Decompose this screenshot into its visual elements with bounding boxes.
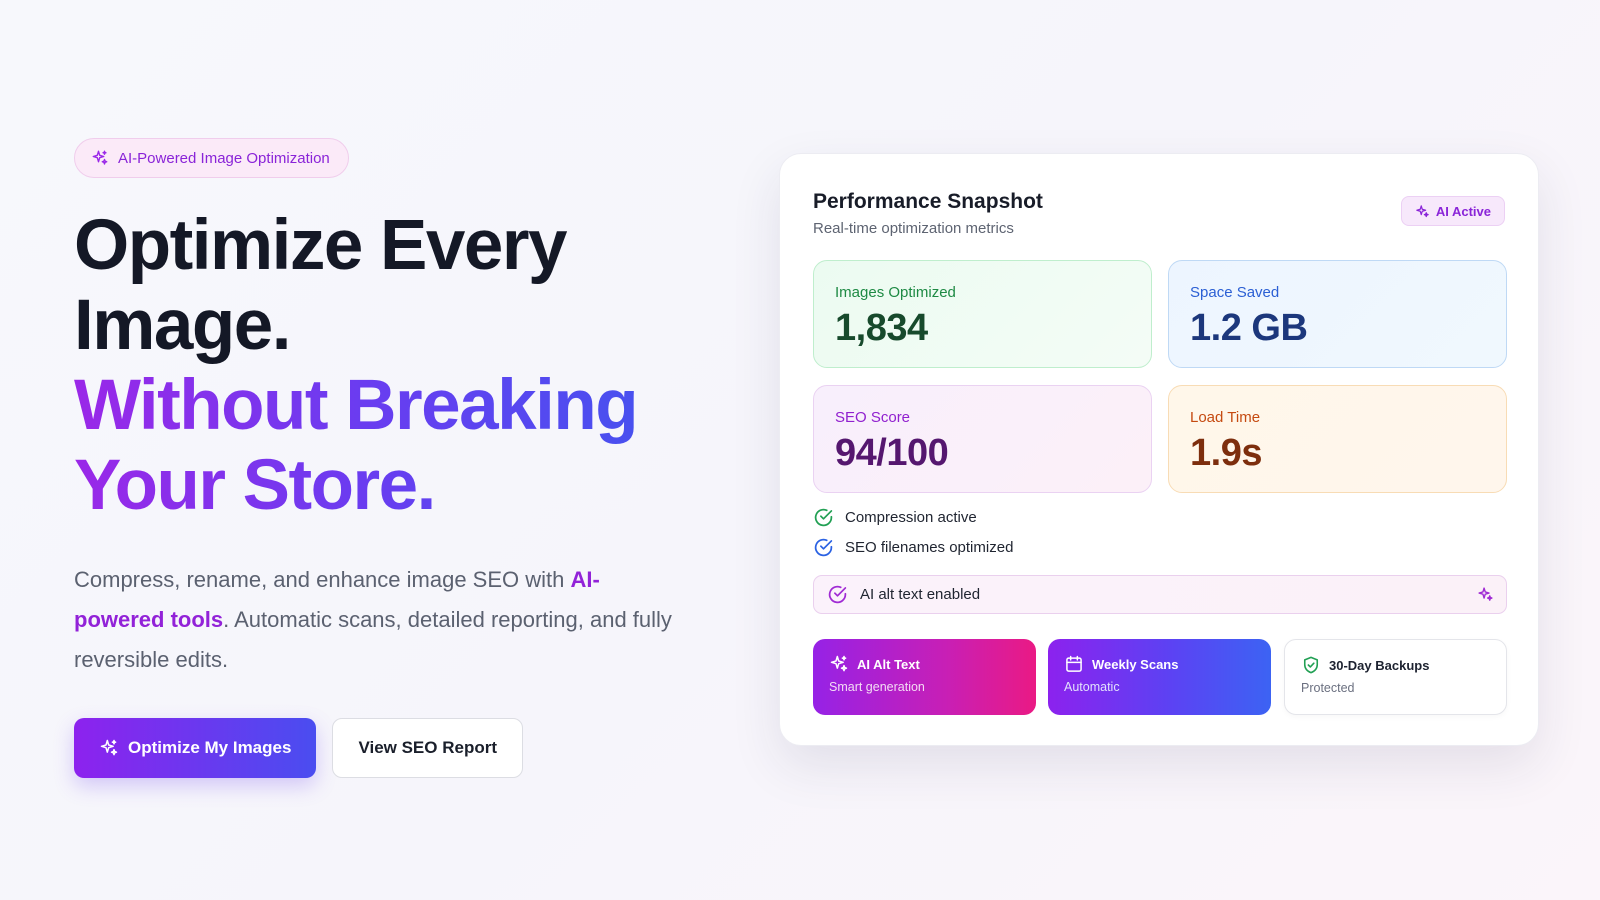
check-circle-icon xyxy=(814,538,833,557)
check-label: SEO filenames optimized xyxy=(845,539,1014,556)
feature-weekly-scans[interactable]: Weekly Scans Automatic xyxy=(1048,639,1271,715)
headline-line-1: Optimize Every xyxy=(74,206,567,285)
check-circle-icon xyxy=(814,508,833,527)
metric-value: 1.2 GB xyxy=(1190,307,1308,349)
metric-load-time: Load Time 1.9s xyxy=(1168,385,1507,493)
shield-check-icon xyxy=(1303,656,1319,674)
hero-description: Compress, rename, and enhance image SEO … xyxy=(74,560,674,680)
metric-images-optimized: Images Optimized 1,834 xyxy=(813,260,1152,368)
metric-label: Space Saved xyxy=(1190,284,1280,301)
metric-seo-score: SEO Score 94/100 xyxy=(813,385,1152,493)
card-title: Performance Snapshot xyxy=(813,190,1043,213)
check-circle-icon xyxy=(828,585,847,604)
check-ai-alt-text: AI alt text enabled xyxy=(813,575,1507,614)
feature-title-label: 30-Day Backups xyxy=(1329,657,1430,673)
sparkles-icon xyxy=(830,655,848,672)
metric-value: 1,834 xyxy=(835,307,928,349)
feature-subtitle: Smart generation xyxy=(829,680,925,694)
ai-active-label: AI Active xyxy=(1435,203,1491,219)
feature-subtitle: Automatic xyxy=(1064,680,1120,694)
check-label: AI alt text enabled xyxy=(860,586,981,603)
feature-title: 30-Day Backups xyxy=(1301,655,1490,675)
calendar-icon xyxy=(1066,655,1082,672)
subtext-highlight: AI-powered tools xyxy=(74,567,600,632)
feature-subtitle: Protected xyxy=(1301,681,1355,695)
sparkles-icon xyxy=(1478,587,1493,601)
subtext-before: Compress, rename, and enhance image SEO … xyxy=(74,567,571,592)
performance-snapshot-card: Performance Snapshot Real-time optimizat… xyxy=(779,153,1539,746)
page-title: Optimize Every Image. Without Breaking Y… xyxy=(74,206,714,526)
card-subtitle: Real-time optimization metrics xyxy=(813,220,1014,237)
feature-title: Weekly Scans xyxy=(1064,654,1255,674)
hero-section: AI-Powered Image Optimization Optimize E… xyxy=(74,138,714,778)
subtext-after: . Automatic scans, detailed reporting, a… xyxy=(74,607,672,672)
metric-value: 1.9s xyxy=(1190,432,1262,474)
check-compression: Compression active xyxy=(813,507,977,528)
check-seo-filenames: SEO filenames optimized xyxy=(813,537,1013,558)
optimize-images-label: Optimize My Images xyxy=(128,738,292,757)
ai-optimization-badge: AI-Powered Image Optimization xyxy=(74,138,349,178)
view-seo-report-button[interactable]: View SEO Report xyxy=(332,718,523,778)
feature-ai-alt-text[interactable]: AI Alt Text Smart generation xyxy=(813,639,1036,715)
headline-line-2: Image. xyxy=(74,286,291,365)
ai-active-badge: AI Active xyxy=(1400,196,1505,226)
sparkles-icon xyxy=(1416,204,1429,217)
metric-value: 94/100 xyxy=(835,432,949,474)
metric-label: Images Optimized xyxy=(835,284,956,301)
sparkles-icon xyxy=(92,150,108,165)
optimize-images-button[interactable]: Optimize My Images xyxy=(74,718,317,778)
feature-title-label: Weekly Scans xyxy=(1092,656,1179,672)
card-header: Performance Snapshot Real-time optimizat… xyxy=(813,190,1043,237)
metric-label: Load Time xyxy=(1190,409,1261,426)
check-label: Compression active xyxy=(845,509,977,526)
badge-label: AI-Powered Image Optimization xyxy=(118,149,330,167)
metric-label: SEO Score xyxy=(835,409,911,426)
headline-line-4: Your Store. xyxy=(74,446,714,526)
feature-title-label: AI Alt Text xyxy=(857,656,920,672)
sparkles-icon xyxy=(100,739,118,756)
cta-row: Optimize My Images View SEO Report xyxy=(74,718,714,778)
headline-line-3: Without Breaking xyxy=(74,366,714,446)
feature-30-day-backups[interactable]: 30-Day Backups Protected xyxy=(1284,639,1507,715)
feature-title: AI Alt Text xyxy=(829,654,1020,674)
metric-space-saved: Space Saved 1.2 GB xyxy=(1168,260,1507,368)
